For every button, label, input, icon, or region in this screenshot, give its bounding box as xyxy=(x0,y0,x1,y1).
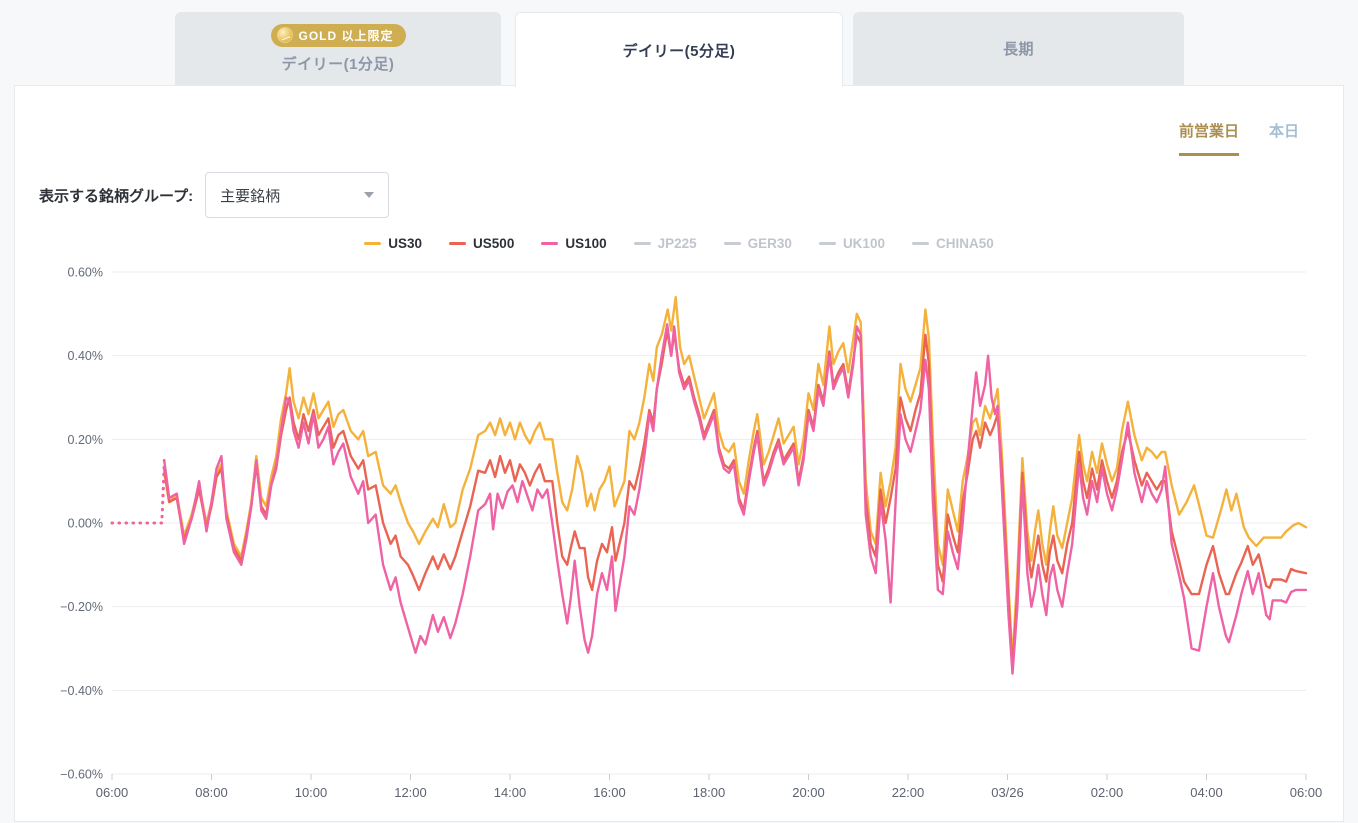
legend-item-us30[interactable]: US30 xyxy=(364,236,422,251)
legend-swatch-us30 xyxy=(364,242,382,245)
series-dotted-us500 xyxy=(110,467,166,525)
chevron-down-icon xyxy=(364,192,375,198)
legend-item-us500[interactable]: US500 xyxy=(449,236,514,251)
period-toggle: 前営業日 本日 xyxy=(1178,120,1299,156)
y-axis-tick-label: 0.20% xyxy=(68,433,103,447)
series-dotted-us100 xyxy=(110,458,166,525)
gold-coin-icon xyxy=(276,27,293,43)
tab-daily-5min-label: デイリー(5分足) xyxy=(622,42,736,60)
gold-badge-label: GOLD 以上限定 xyxy=(298,28,394,43)
legend-label-jp225: JP225 xyxy=(657,236,697,251)
y-axis-tick-label: −0.20% xyxy=(60,600,103,614)
symbol-group-select[interactable]: 主要銘柄 xyxy=(205,172,390,218)
toggle-prev-business-day[interactable]: 前営業日 xyxy=(1178,120,1239,156)
legend-item-uk100[interactable]: UK100 xyxy=(818,236,885,251)
x-axis-tick-label: 22:00 xyxy=(892,785,925,800)
legend-swatch-jp225 xyxy=(633,242,651,245)
y-axis-tick-label: 0.00% xyxy=(68,517,103,531)
symbol-group-row: 表示する銘柄グループ: 主要銘柄 xyxy=(39,172,390,218)
chart-panel: 前営業日 本日 表示する銘柄グループ: 主要銘柄 US30 US500 US100 J… xyxy=(14,85,1344,822)
x-axis-tick-label: 20:00 xyxy=(792,785,825,800)
series-line-us30 xyxy=(162,295,1308,663)
y-axis-tick-label: −0.60% xyxy=(60,768,103,782)
series-line-us100 xyxy=(162,323,1308,675)
tab-long-term-label: 長期 xyxy=(1002,41,1034,58)
x-axis-tick-label: 02:00 xyxy=(1091,785,1124,800)
symbol-group-label: 表示する銘柄グループ: xyxy=(39,187,194,205)
tab-daily-5min[interactable]: デイリー(5分足) xyxy=(515,12,843,87)
y-axis-tick-label: 0.60% xyxy=(68,266,103,280)
legend-item-ger30[interactable]: GER30 xyxy=(723,236,792,251)
legend-swatch-us500 xyxy=(449,242,467,245)
x-axis-tick-label: 06:00 xyxy=(96,785,129,800)
legend-label-ger30: GER30 xyxy=(747,236,792,251)
legend-swatch-us100 xyxy=(541,242,559,245)
x-axis-tick-label: 14:00 xyxy=(494,785,527,800)
legend-label-uk100: UK100 xyxy=(842,236,885,251)
gold-plan-badge: GOLD 以上限定 xyxy=(270,23,406,47)
x-axis-tick-label: 03/26 xyxy=(991,785,1024,800)
legend-label-us500: US500 xyxy=(473,236,515,251)
y-axis-tick-label: −0.40% xyxy=(60,684,103,698)
tab-daily-1min[interactable]: GOLD 以上限定 デイリー(1分足) xyxy=(175,12,501,85)
x-axis-tick-label: 16:00 xyxy=(593,785,626,800)
series-line-us500 xyxy=(162,329,1308,671)
symbol-group-selected-value: 主要銘柄 xyxy=(220,187,281,205)
legend-item-us100[interactable]: US100 xyxy=(541,236,607,251)
toggle-today[interactable]: 本日 xyxy=(1268,123,1299,140)
legend-label-china50: CHINA50 xyxy=(935,236,994,251)
x-axis-tick-label: 10:00 xyxy=(295,785,328,800)
legend-item-china50[interactable]: CHINA50 xyxy=(911,236,994,251)
legend-item-jp225[interactable]: JP225 xyxy=(633,236,697,251)
tab-daily-1min-label: デイリー(1分足) xyxy=(281,55,395,73)
legend-swatch-ger30 xyxy=(723,242,741,245)
x-axis-tick-label: 08:00 xyxy=(195,785,228,800)
x-axis-tick-label: 04:00 xyxy=(1190,785,1223,800)
chart-legend: US30 US500 US100 JP225 GER30 UK100 CHINA50 xyxy=(15,236,1343,251)
legend-swatch-uk100 xyxy=(818,242,836,245)
legend-swatch-china50 xyxy=(911,242,929,245)
x-axis-tick-label: 18:00 xyxy=(693,785,726,800)
series-dotted-us30 xyxy=(110,471,166,525)
legend-label-us100: US100 xyxy=(565,236,607,251)
y-axis-tick-label: 0.40% xyxy=(68,349,103,363)
x-axis-tick-label: 12:00 xyxy=(394,785,427,800)
x-axis-tick-label: 06:00 xyxy=(1290,785,1323,800)
legend-label-us30: US30 xyxy=(388,236,423,251)
tab-long-term[interactable]: 長期 xyxy=(853,12,1184,85)
